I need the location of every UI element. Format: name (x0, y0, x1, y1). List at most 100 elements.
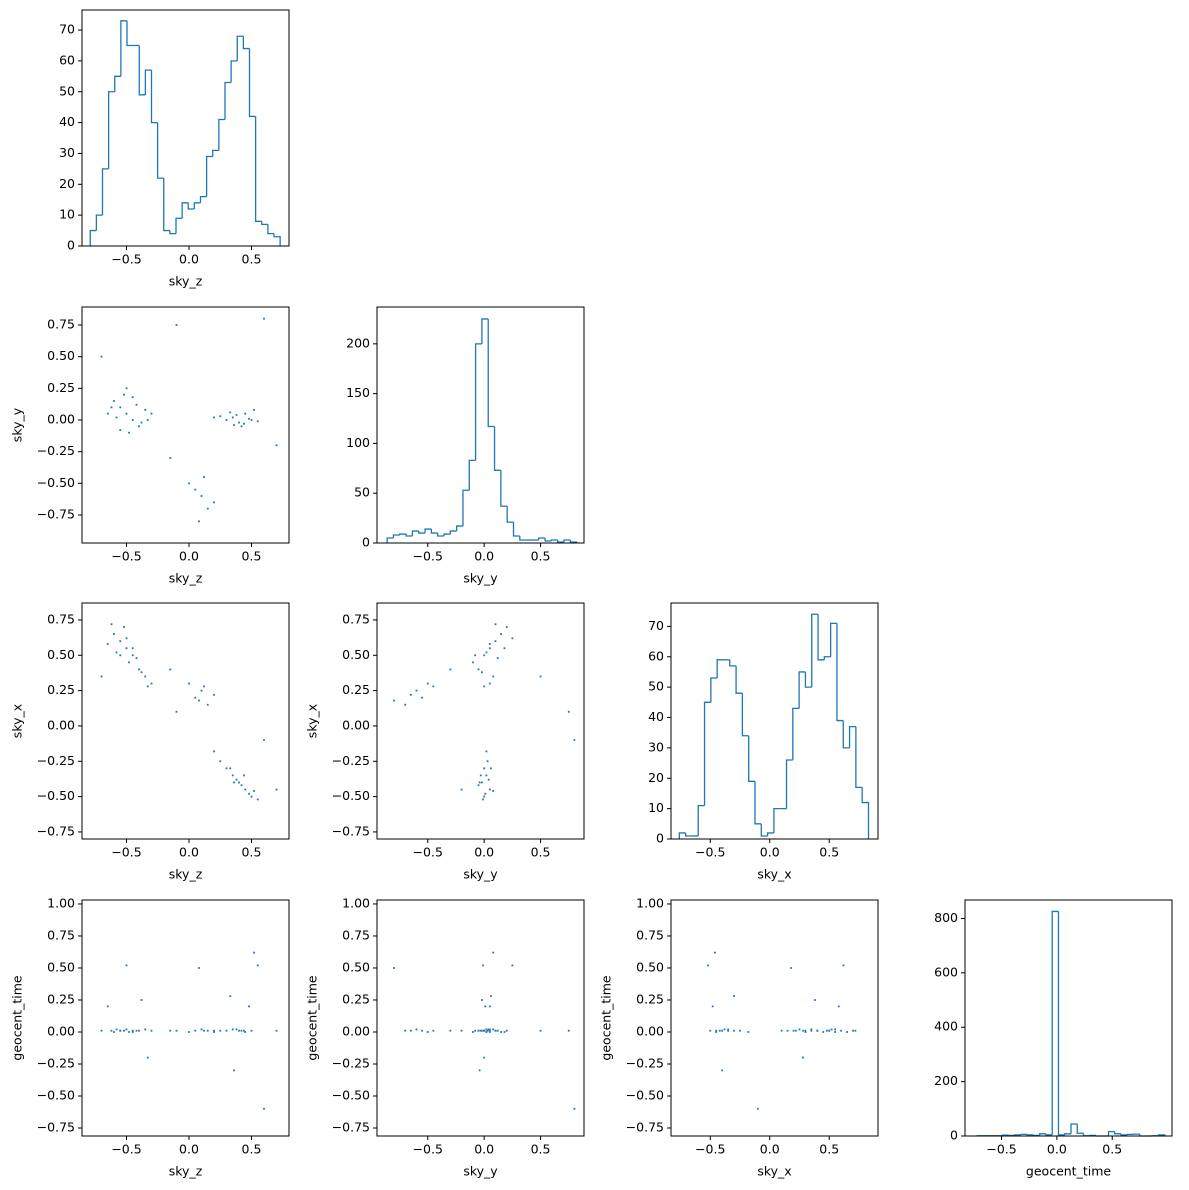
x-tick-label: 0.0 (474, 845, 494, 860)
scatter-point (780, 1029, 783, 1032)
hist-step (519, 536, 527, 541)
scatter-point (802, 1029, 804, 1032)
hist-step (144, 69, 152, 95)
hist-step (1020, 1133, 1028, 1136)
hist-step (205, 155, 213, 197)
scatter-point (146, 419, 149, 421)
scatter-point (138, 668, 140, 671)
scatter-point (415, 689, 418, 692)
scatter-point (733, 995, 735, 998)
hist-step (236, 35, 244, 61)
x-tick-label: 0.0 (474, 1142, 494, 1157)
scatter-point (225, 419, 228, 421)
hist-step (544, 538, 552, 542)
y-tick-label: −0.75 (332, 823, 370, 838)
scatter-point (837, 1005, 840, 1008)
scatter-point (203, 476, 205, 478)
scatter-point (810, 1028, 813, 1031)
scatter-point (131, 419, 134, 421)
scatter-point (146, 1056, 149, 1059)
scatter-point (110, 623, 113, 626)
hist-step (1070, 1123, 1078, 1134)
scatter-point (404, 1029, 407, 1032)
scatter-point (150, 682, 153, 685)
y-tick-label: 0.75 (342, 611, 370, 626)
scatter-point (798, 1028, 801, 1031)
scatter-point (573, 1107, 576, 1110)
scatter-point (484, 1005, 487, 1008)
hist-step (1114, 1131, 1122, 1135)
scatter-point (721, 1069, 724, 1072)
scatter-point (511, 637, 514, 640)
scatter-point (119, 1029, 122, 1032)
scatter-point (244, 412, 247, 415)
hist-step (169, 230, 176, 235)
y-tick-label: −0.75 (626, 1119, 664, 1134)
hist-step (187, 202, 195, 210)
scatter-point (250, 419, 253, 421)
scatter-point (200, 1028, 203, 1031)
hist-step (193, 202, 201, 209)
hist-step (1039, 1133, 1046, 1136)
scatter-point (200, 689, 203, 692)
hist-step (703, 701, 711, 806)
axes-frame (964, 899, 1173, 1137)
scatter-point (488, 682, 491, 685)
y-tick-label: 0 (67, 238, 75, 253)
y-tick-label: 0.75 (47, 316, 75, 331)
y-axis-label: geocent_time (599, 975, 614, 1060)
scatter-point (128, 661, 130, 664)
scatter-point (244, 788, 247, 791)
hist-step (493, 426, 501, 471)
scatter-point (483, 1056, 486, 1059)
x-axis-label: sky_x (757, 867, 791, 882)
x-tick-label: 0.0 (760, 845, 780, 860)
y-tick-label: 1.00 (636, 895, 664, 910)
scatter-point (243, 774, 245, 777)
hist-step (1126, 1133, 1134, 1136)
hist-step (455, 525, 463, 532)
scatter-point (110, 1029, 113, 1032)
scatter-point (810, 1029, 813, 1032)
y-tick-label: −0.75 (37, 507, 75, 522)
x-tick-label: −0.5 (695, 845, 725, 860)
hist-step (138, 45, 146, 96)
scatter-point (169, 1029, 172, 1032)
scatter-point (485, 1031, 488, 1033)
hist-step (798, 671, 806, 709)
scatter-point (206, 507, 209, 510)
scatter-point (203, 1029, 205, 1032)
scatter-point (449, 1029, 452, 1032)
scatter-point (113, 1031, 115, 1033)
scatter-point (496, 1029, 499, 1032)
y-tick-label: 0.50 (636, 959, 664, 974)
y-tick-label: 40 (59, 114, 75, 129)
scatter-point (474, 1029, 477, 1032)
scatter-point (715, 1031, 718, 1033)
hist-step (1120, 1133, 1128, 1136)
hist-step (735, 665, 743, 694)
hist-step (114, 75, 121, 92)
y-tick-label: 0.50 (342, 647, 370, 662)
scatter-point (106, 643, 109, 645)
y-tick-label: 0.75 (47, 927, 75, 942)
scatter-point (113, 400, 115, 402)
scatter-point (194, 488, 197, 491)
scatter-point (263, 739, 265, 741)
axes-frame (81, 899, 290, 1137)
hist-step (443, 533, 451, 537)
y-tick-label: 0 (656, 831, 664, 846)
scatter-point (786, 1029, 789, 1032)
scatter-point (115, 416, 118, 419)
scatter-point (846, 1031, 848, 1033)
scatter-point (483, 795, 486, 798)
y-tick-label: 0.25 (342, 682, 370, 697)
scatter-point (131, 647, 134, 650)
scatter-point (721, 1029, 724, 1032)
axes-frame (376, 306, 585, 544)
y-tick-label: 10 (648, 800, 664, 815)
scatter-point (426, 1031, 429, 1033)
y-tick-label: 600 (934, 964, 958, 979)
scatter-point (421, 696, 424, 699)
scatter-point (496, 657, 499, 660)
